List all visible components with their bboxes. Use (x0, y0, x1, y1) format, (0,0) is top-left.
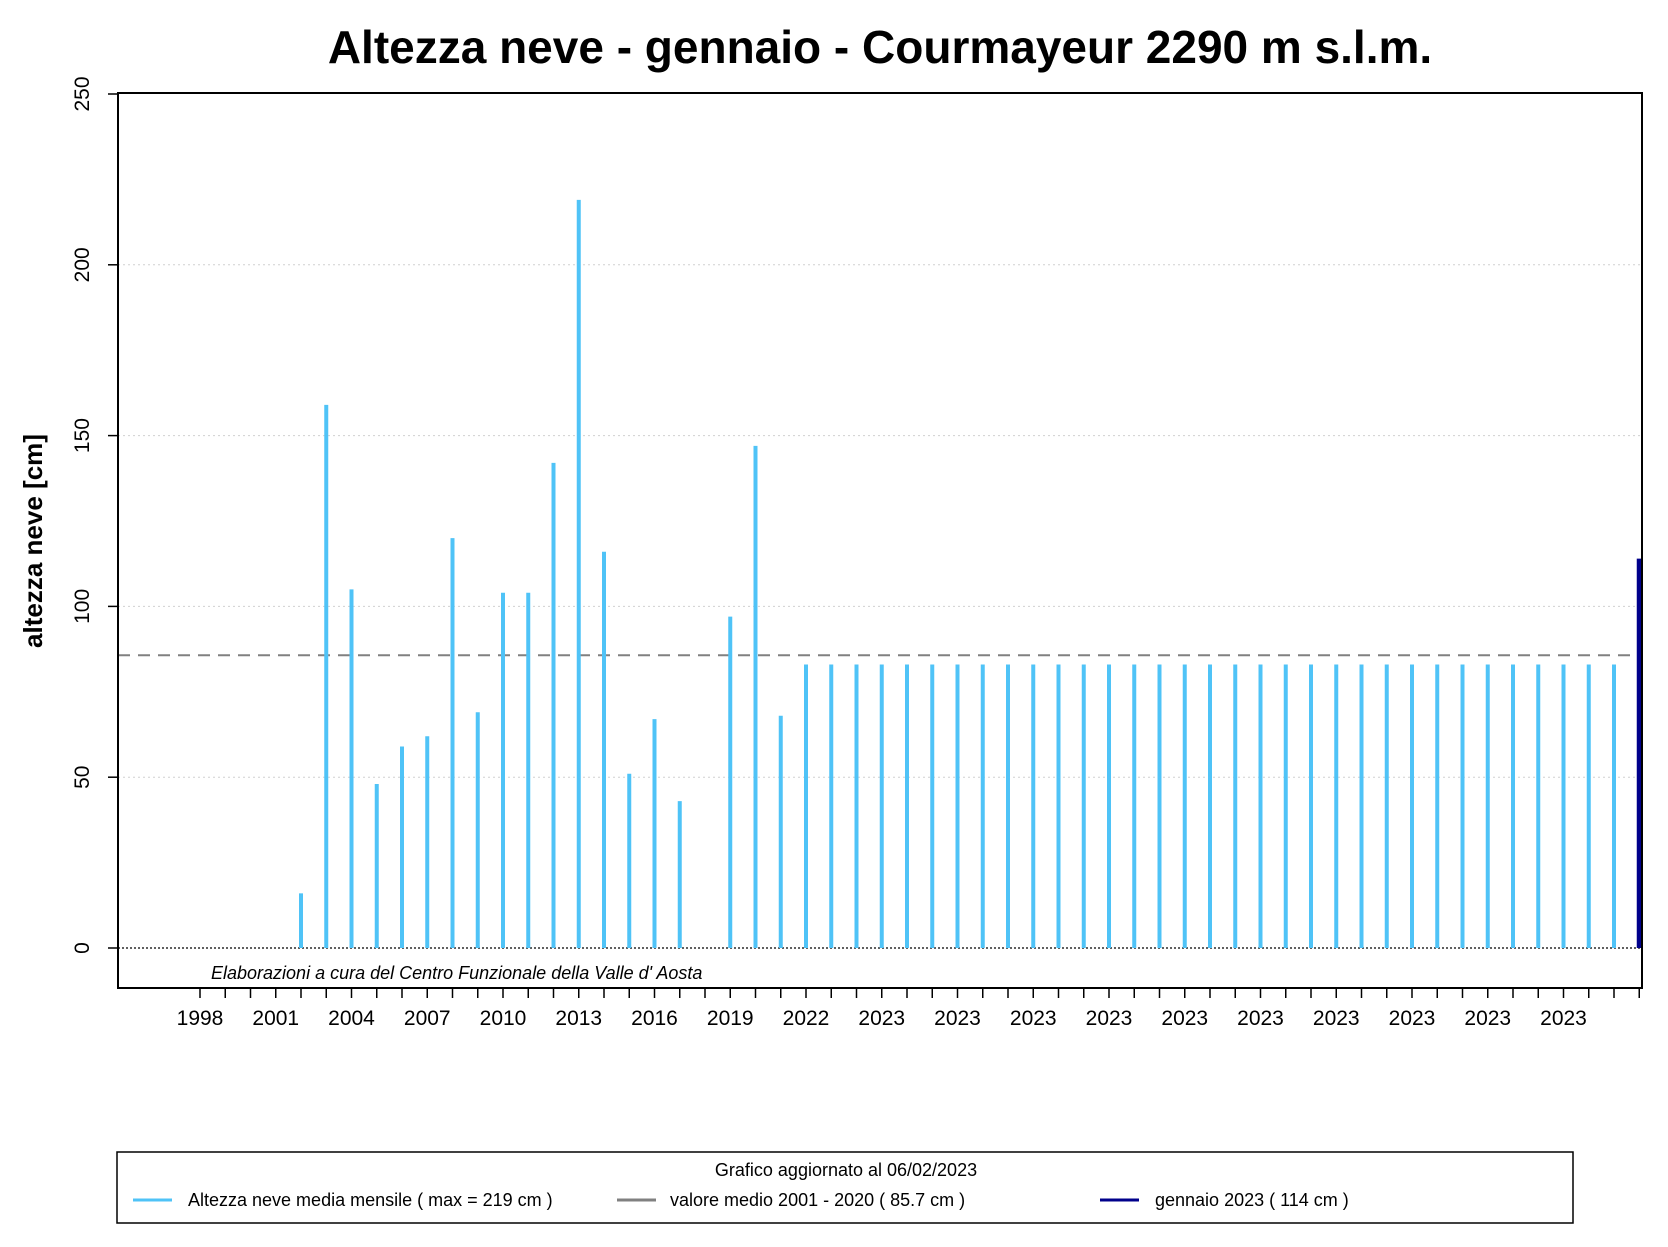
credit-text: Elaborazioni a cura del Centro Funzional… (211, 963, 702, 983)
y-tick-label: 100 (71, 589, 94, 624)
x-tick-label: 2007 (404, 1007, 451, 1030)
y-axis: 0 50 100 150 200 250 (71, 76, 118, 954)
y-tick-label: 250 (71, 76, 94, 111)
legend-label-average: valore medio 2001 - 2020 ( 85.7 cm ) (670, 1190, 965, 1210)
x-tick-label: 2023 (934, 1007, 981, 1030)
bars (299, 199, 1642, 948)
x-tick-label: 2023 (1389, 1007, 1436, 1030)
x-tick-label: 2023 (1313, 1007, 1360, 1030)
legend-label-current: gennaio 2023 ( 114 cm ) (1155, 1190, 1349, 1210)
y-tick-label: 200 (71, 247, 94, 282)
x-tick-label: 2022 (783, 1007, 830, 1030)
x-tick-label: 2001 (252, 1007, 299, 1030)
y-axis-label: altezza neve [cm] (18, 434, 48, 648)
y-tick-label: 150 (71, 418, 94, 453)
x-tick-label: 2023 (1086, 1007, 1133, 1030)
x-tick-label: 1998 (177, 1007, 224, 1030)
legend-box (116, 1151, 1574, 1224)
x-tick-label: 2023 (1237, 1007, 1284, 1030)
x-tick-label: 2023 (1540, 1007, 1587, 1030)
x-tick-label: 2010 (480, 1007, 527, 1030)
x-tick-label: 2004 (328, 1007, 375, 1030)
legend-title: Grafico aggiornato al 06/02/2023 (715, 1160, 977, 1180)
legend-label-monthly: Altezza neve media mensile ( max = 219 c… (188, 1190, 553, 1210)
y-tick-label: 50 (71, 766, 94, 789)
x-tick-label: 2023 (1010, 1007, 1057, 1030)
y-tick-label: 0 (71, 942, 94, 954)
x-tick-label: 2016 (631, 1007, 678, 1030)
x-tick-label: 2023 (1161, 1007, 1208, 1030)
x-tick-label: 2023 (1464, 1007, 1511, 1030)
x-tick-label: 2013 (555, 1007, 602, 1030)
legend: Grafico aggiornato al 06/02/2023 Altezza… (116, 1151, 1574, 1224)
x-axis: 1998 2001 2004 2007 2010 2013 2016 2019 2022 2023… (177, 987, 1640, 1030)
x-tick-label: 2019 (707, 1007, 754, 1030)
chart-title: Altezza neve - gennaio - Courmayeur 2290… (328, 21, 1432, 73)
x-tick-label: 2023 (858, 1007, 905, 1030)
